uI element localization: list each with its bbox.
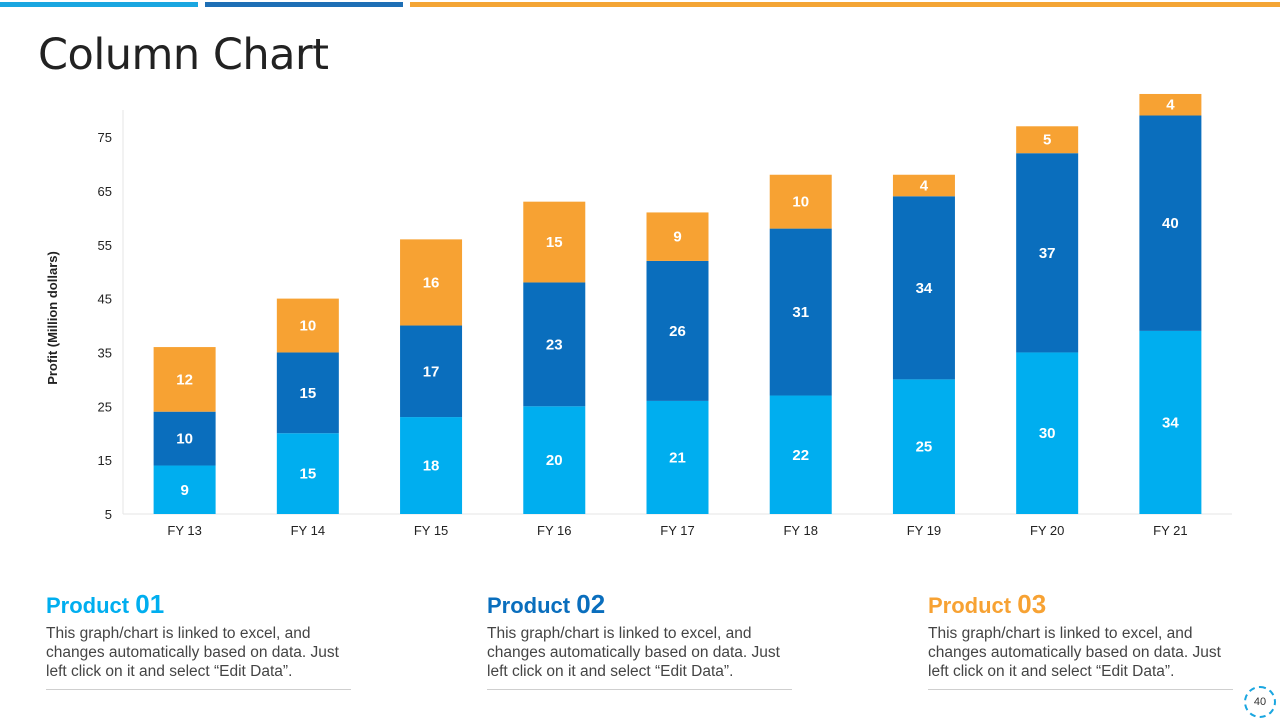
- bar-segment: [400, 325, 463, 418]
- product-01-description: This graph/chart is linked to excel, and…: [46, 624, 351, 690]
- product-03-number: 03: [1017, 589, 1047, 619]
- data-label: 10: [299, 318, 316, 335]
- data-label: 26: [669, 323, 686, 340]
- bar-segment: [400, 239, 463, 326]
- product-02-description: This graph/chart is linked to excel, and…: [487, 624, 792, 690]
- product-02-title: Product 02: [487, 590, 797, 620]
- product-03-name: Product: [928, 593, 1012, 618]
- bar-segment: [153, 411, 216, 466]
- bar-segment: [523, 201, 586, 283]
- x-tick-label: FY 18: [783, 523, 817, 538]
- x-tick-label: FY 21: [1153, 523, 1187, 538]
- bar-segment: [153, 465, 216, 514]
- data-label: 31: [792, 304, 809, 321]
- bar-segment: [1139, 115, 1202, 331]
- data-label: 9: [180, 482, 188, 499]
- product-01-title: Product 01: [46, 590, 356, 620]
- data-label: 4: [1166, 97, 1175, 114]
- bar-segment: [400, 417, 463, 514]
- top-accent-bar-2: [205, 2, 403, 7]
- x-tick-label: FY 19: [907, 523, 941, 538]
- product-02-name: Product: [487, 593, 571, 618]
- data-label: 10: [176, 431, 193, 448]
- bar-segment: [892, 379, 955, 514]
- bar-segment: [646, 400, 709, 514]
- data-label: 9: [673, 229, 681, 246]
- data-label: 20: [546, 452, 563, 469]
- bar-segment: [276, 352, 339, 434]
- product-01-block: Product 01 This graph/chart is linked to…: [46, 590, 356, 690]
- top-accent-bar-3: [410, 2, 1280, 7]
- bar-segment: [523, 406, 586, 514]
- page-title: Column Chart: [38, 30, 329, 80]
- bar-segment: [892, 196, 955, 380]
- bar-segment: [1016, 126, 1079, 154]
- top-accent-bar-1: [0, 2, 198, 7]
- bar-segment: [1016, 352, 1079, 514]
- y-tick-label: 5: [105, 507, 112, 522]
- x-tick-label: FY 20: [1030, 523, 1064, 538]
- y-tick-label: 25: [98, 399, 112, 414]
- bar-segment: [153, 347, 216, 412]
- bar-segment: [523, 282, 586, 407]
- x-tick-label: FY 15: [414, 523, 448, 538]
- data-label: 5: [1043, 132, 1051, 149]
- y-tick-label: 45: [98, 292, 112, 307]
- data-label: 18: [423, 458, 440, 475]
- data-label: 10: [792, 194, 809, 211]
- bar-segment: [1139, 93, 1202, 116]
- data-label: 15: [299, 385, 316, 402]
- product-03-block: Product 03 This graph/chart is linked to…: [928, 590, 1238, 690]
- bar-segment: [769, 228, 832, 396]
- data-label: 30: [1039, 425, 1056, 442]
- y-tick-label: 35: [98, 345, 112, 360]
- bar-segment: [276, 433, 339, 514]
- bar-segment: [892, 174, 955, 197]
- data-label: 4: [920, 178, 929, 195]
- y-axis-label: Profit (Million dollars): [45, 251, 60, 385]
- data-label: 15: [546, 234, 563, 251]
- y-tick-label: 75: [98, 130, 112, 145]
- data-label: 34: [916, 280, 933, 297]
- product-02-number: 02: [576, 589, 606, 619]
- product-03-title: Product 03: [928, 590, 1238, 620]
- data-label: 23: [546, 336, 563, 353]
- x-tick-label: FY 14: [291, 523, 325, 538]
- product-01-number: 01: [135, 589, 165, 619]
- bar-segment: [769, 395, 832, 514]
- data-label: 21: [669, 449, 686, 466]
- data-label: 34: [1162, 414, 1179, 431]
- bar-segment: [1016, 153, 1079, 353]
- product-01-name: Product: [46, 593, 130, 618]
- bar-segment: [769, 174, 832, 229]
- data-label: 22: [792, 447, 809, 464]
- bar-segment: [1139, 330, 1202, 514]
- data-label: 16: [423, 274, 440, 291]
- x-tick-label: FY 16: [537, 523, 571, 538]
- y-tick-label: 15: [98, 453, 112, 468]
- data-label: 17: [423, 363, 440, 380]
- data-label: 40: [1162, 215, 1179, 232]
- y-tick-label: 55: [98, 238, 112, 253]
- bar-segment: [276, 298, 339, 353]
- x-tick-label: FY 17: [660, 523, 694, 538]
- bar-segment: [646, 260, 709, 401]
- data-label: 15: [299, 466, 316, 483]
- product-03-description: This graph/chart is linked to excel, and…: [928, 624, 1233, 690]
- bar-segment: [646, 212, 709, 261]
- data-label: 25: [916, 439, 933, 456]
- x-tick-label: FY 13: [167, 523, 201, 538]
- data-label: 12: [176, 371, 193, 388]
- y-tick-label: 65: [98, 184, 112, 199]
- page-number-badge: 40: [1244, 686, 1276, 718]
- product-02-block: Product 02 This graph/chart is linked to…: [487, 590, 797, 690]
- data-label: 37: [1039, 245, 1056, 262]
- chart-bars: [153, 93, 1202, 514]
- chart-data-labels: 9101215151018171620231521269223110253443…: [176, 97, 1179, 499]
